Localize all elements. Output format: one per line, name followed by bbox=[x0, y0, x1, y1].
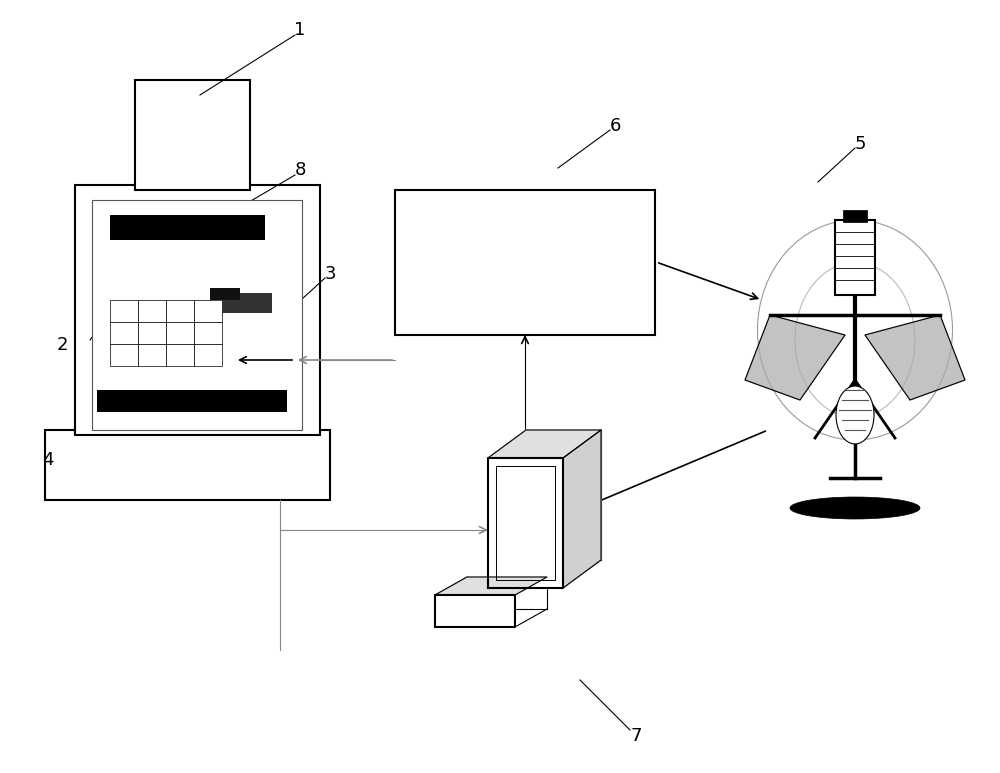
Polygon shape bbox=[488, 430, 601, 458]
Bar bbox=[166, 344, 194, 366]
Bar bbox=[194, 344, 222, 366]
Text: 5: 5 bbox=[854, 135, 866, 153]
Text: 7: 7 bbox=[630, 727, 642, 745]
Bar bbox=[45, 430, 330, 500]
Polygon shape bbox=[488, 458, 563, 588]
Bar bbox=[835, 220, 875, 295]
Text: 2: 2 bbox=[56, 336, 68, 354]
Bar bbox=[210, 288, 240, 300]
Text: 4: 4 bbox=[42, 451, 54, 469]
Text: 6: 6 bbox=[609, 117, 621, 135]
Polygon shape bbox=[745, 315, 845, 400]
Bar bbox=[92, 200, 302, 430]
Bar bbox=[138, 300, 166, 322]
Bar bbox=[135, 80, 250, 190]
Bar bbox=[222, 293, 272, 313]
Bar bbox=[97, 390, 287, 412]
Bar bbox=[110, 300, 138, 322]
Bar bbox=[138, 322, 166, 344]
Bar bbox=[110, 344, 138, 366]
Bar bbox=[395, 190, 655, 335]
Bar bbox=[166, 300, 194, 322]
Polygon shape bbox=[865, 315, 965, 400]
Text: 3: 3 bbox=[324, 265, 336, 283]
Bar bbox=[194, 300, 222, 322]
Bar bbox=[166, 322, 194, 344]
Bar bbox=[138, 344, 166, 366]
Text: 1: 1 bbox=[294, 21, 306, 39]
Bar bbox=[110, 215, 265, 240]
Polygon shape bbox=[563, 430, 601, 588]
Ellipse shape bbox=[836, 386, 874, 444]
Bar bbox=[110, 322, 138, 344]
Bar bbox=[194, 322, 222, 344]
Bar bbox=[843, 210, 867, 222]
Polygon shape bbox=[435, 577, 547, 595]
Ellipse shape bbox=[790, 497, 920, 519]
Text: 8: 8 bbox=[294, 161, 306, 179]
Bar bbox=[75, 185, 320, 435]
Polygon shape bbox=[435, 595, 515, 627]
